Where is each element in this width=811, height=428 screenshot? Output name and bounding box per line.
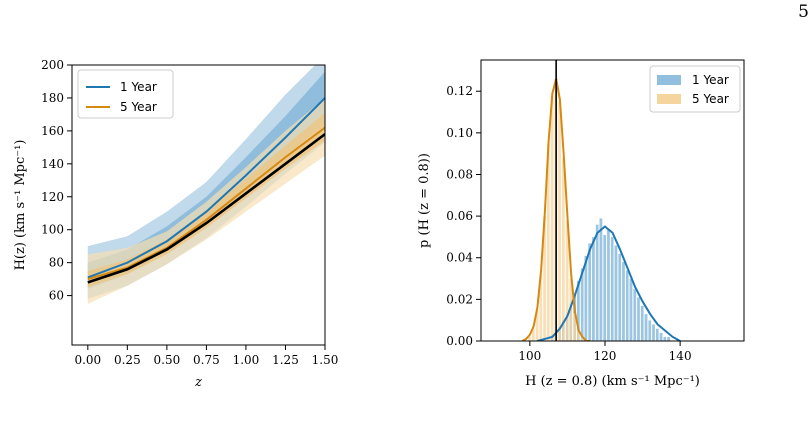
- x-tick-label: 120: [594, 349, 617, 363]
- y-tick-label: 0.00: [446, 334, 473, 348]
- y-tick-label: 200: [41, 58, 64, 72]
- x-tick-label: 1.25: [272, 353, 299, 367]
- one-year-hist-bar: [584, 255, 588, 341]
- y-axis-label: p (H (z = 0.8)): [417, 153, 432, 248]
- y-tick-label: 0.02: [446, 292, 473, 306]
- one-year-hist-bar: [651, 324, 656, 341]
- one-year-hist-bar: [636, 297, 641, 341]
- one-year-hist-bar: [640, 305, 645, 341]
- x-tick-label: 100: [518, 349, 541, 363]
- y-tick-label: 0.10: [446, 126, 473, 140]
- y-tick-label: 60: [49, 289, 64, 303]
- one-year-hist-bar: [659, 332, 663, 341]
- truth-line: [87, 133, 325, 284]
- right-axes-frame: [480, 59, 745, 342]
- five-year-mean-line: [87, 126, 325, 281]
- one-year-hist-bar: [666, 336, 671, 341]
- one-year-hist-bar: [602, 234, 607, 341]
- legend-five-year-label: 5 Year: [120, 100, 157, 114]
- y-tick-label: 160: [41, 124, 64, 138]
- x-tick-label: 1.00: [233, 353, 260, 367]
- one-year-hist-bar: [617, 253, 622, 341]
- right-plot-area: [521, 60, 681, 341]
- x-tick-label: 0.50: [154, 353, 181, 367]
- x-tick-label: 140: [669, 349, 692, 363]
- legend-five-year-swatch: [657, 94, 681, 104]
- one-year-kde-curve: [537, 225, 681, 341]
- one-year-hist-bar: [625, 270, 630, 341]
- right-panel-histogram: 100 120 140 0.00 0.02 0.04 0.06 0.08 0.10 0.12 H (…: [417, 59, 745, 389]
- one-year-hist-bar: [580, 267, 584, 341]
- y-tick-label: 0.04: [446, 251, 473, 265]
- left-plot-area: [87, 65, 325, 304]
- left-axes-frame: [71, 64, 326, 346]
- one-year-mean-line: [87, 97, 325, 279]
- left-panel-h-of-z: 0.00 0.25 0.50 0.75 1.00 1.25 1.50 60 80 100 120 14…: [13, 58, 339, 390]
- five-year-hist-bar: [561, 157, 566, 341]
- y-tick-label: 0.12: [446, 84, 473, 98]
- one-year-hist-bar: [644, 313, 648, 341]
- one-year-hist-bar: [599, 217, 603, 341]
- legend-one-year-swatch: [657, 75, 681, 85]
- one-year-hist-bar: [632, 288, 637, 341]
- one-year-hist-bar: [606, 228, 611, 341]
- five-year-hist-bar: [550, 95, 554, 341]
- x-axis-label: H (z = 0.8) (km s⁻¹ Mpc⁻¹): [525, 374, 700, 389]
- one-year-hist-bar: [595, 224, 599, 341]
- one-year-hist-bar: [610, 236, 614, 341]
- one-year-hist-bar: [621, 261, 626, 341]
- legend-five-year-label: 5 Year: [692, 92, 729, 106]
- one-year-hist-bar: [647, 319, 652, 341]
- y-tick-label: 0.06: [446, 209, 473, 223]
- y-tick-label: 120: [41, 190, 64, 204]
- one-year-hist-bar: [629, 278, 633, 341]
- x-tick-label: 0.75: [193, 353, 220, 367]
- y-tick-label: 0.08: [446, 167, 473, 181]
- right-legend: 1 Year 5 Year: [649, 65, 741, 113]
- five-year-1sigma-band: [87, 112, 325, 288]
- one-year-hist-bar: [587, 242, 592, 341]
- y-tick-label: 100: [41, 223, 64, 237]
- y-axis-label: H(z) (km s⁻¹ Mpc⁻¹): [13, 140, 28, 271]
- legend-one-year-label: 1 Year: [692, 73, 729, 87]
- page-number: 5: [798, 2, 809, 22]
- one-year-hist-bar: [591, 236, 596, 341]
- one-year-hist-bar: [614, 245, 618, 341]
- legend-one-year-label: 1 Year: [120, 80, 157, 94]
- x-tick-label: 1.50: [312, 353, 339, 367]
- x-tick-label: 0.25: [114, 353, 141, 367]
- y-tick-label: 140: [41, 157, 64, 171]
- one-year-hist-bar: [663, 336, 667, 341]
- y-tick-label: 180: [41, 91, 64, 105]
- one-year-hist-bar: [655, 328, 660, 341]
- y-tick-label: 80: [49, 256, 64, 270]
- five-year-hist-bar: [557, 101, 562, 341]
- left-legend: 1 Year 5 Year: [77, 69, 174, 119]
- x-tick-label: 0.00: [74, 353, 101, 367]
- x-axis-label: z: [194, 375, 202, 390]
